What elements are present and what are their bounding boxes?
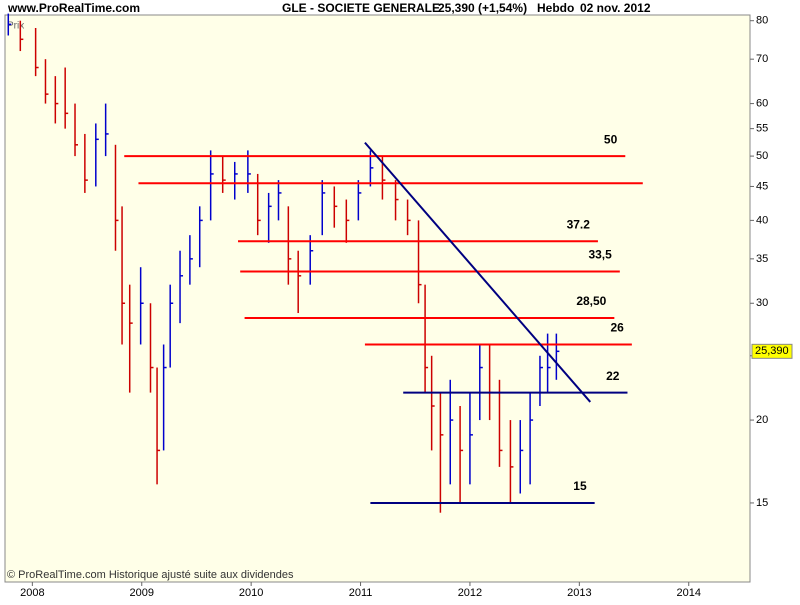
site: www.ProRealTime.com bbox=[7, 1, 140, 15]
date: 02 nov. 2012 bbox=[580, 1, 651, 15]
y-tick-label: 60 bbox=[756, 97, 768, 109]
footer: © ProRealTime.com Historique ajusté suit… bbox=[7, 569, 294, 581]
y-tick-label: 30 bbox=[756, 297, 768, 309]
level-label: 26 bbox=[610, 321, 624, 335]
level-label: 15 bbox=[573, 479, 587, 493]
y-tick-label: 80 bbox=[756, 15, 768, 27]
quote: 25,390 (+1,54%) bbox=[438, 1, 527, 15]
x-tick-label: 2010 bbox=[239, 587, 263, 599]
y-tick-label: 15 bbox=[756, 497, 768, 509]
y-tick-label: 45 bbox=[756, 180, 768, 192]
x-tick-label: 2014 bbox=[676, 587, 700, 599]
level-label: 33,5 bbox=[588, 248, 612, 262]
y-label: Prix bbox=[7, 21, 24, 32]
y-tick-label: 35 bbox=[756, 253, 768, 265]
y-tick-label: 50 bbox=[756, 150, 768, 162]
y-tick-label: 40 bbox=[756, 214, 768, 226]
x-tick-label: 2008 bbox=[20, 587, 44, 599]
last-price-label: 25,390 bbox=[755, 345, 789, 357]
last-price-box bbox=[751, 343, 793, 359]
plot-area bbox=[4, 14, 751, 583]
y-tick-label: 20 bbox=[756, 414, 768, 426]
period: Hebdo bbox=[537, 1, 574, 15]
y-tick-label: 70 bbox=[756, 53, 768, 65]
y-tick-label: 55 bbox=[756, 123, 768, 135]
x-tick-label: 2012 bbox=[458, 587, 482, 599]
level-label: 22 bbox=[606, 369, 620, 383]
x-tick-label: 2009 bbox=[130, 587, 154, 599]
level-label: 50 bbox=[604, 132, 618, 146]
x-tick-label: 2013 bbox=[567, 587, 591, 599]
trend-line bbox=[364, 141, 592, 403]
level-label: 28,50 bbox=[576, 294, 606, 308]
level-label: 37.2 bbox=[567, 217, 591, 231]
x-tick-label: 2011 bbox=[349, 587, 373, 599]
chart-title: GLE - SOCIETE GENERALE bbox=[282, 1, 440, 15]
